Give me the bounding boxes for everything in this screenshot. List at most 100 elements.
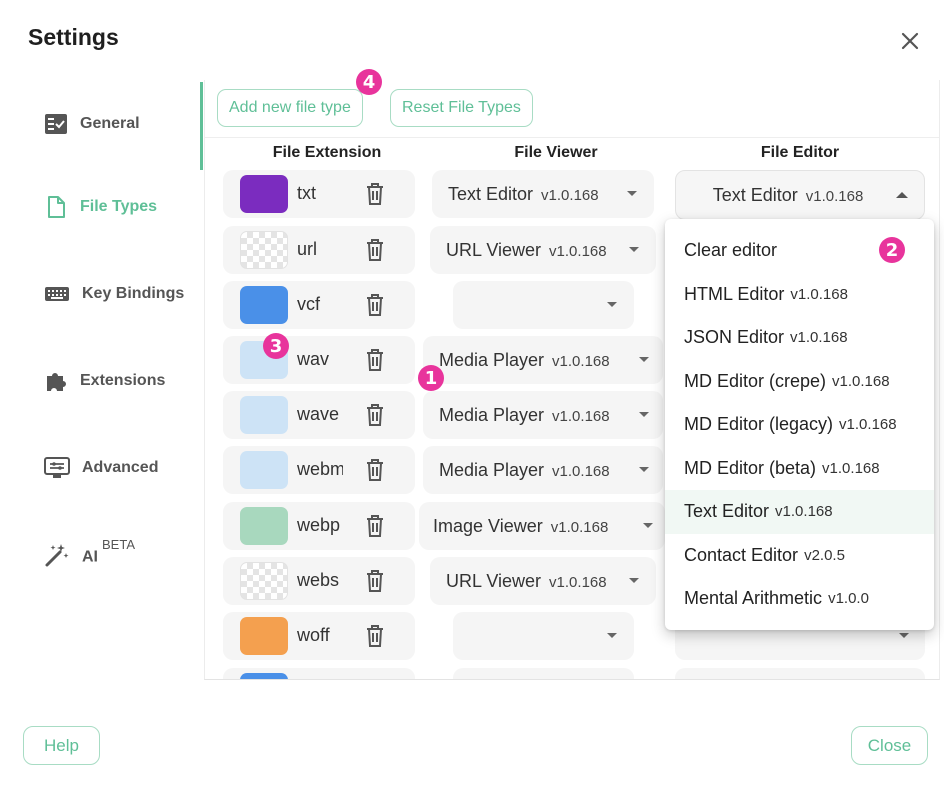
color-swatch[interactable] [240, 396, 288, 434]
trash-icon[interactable] [365, 514, 385, 538]
menu-item-json-editor[interactable]: JSON Editor v1.0.168 [684, 327, 848, 348]
viewer-select[interactable]: Media Player v1.0.168 [423, 391, 663, 439]
viewer-select[interactable]: Text Editor v1.0.168 [432, 170, 654, 218]
editor-dropdown-menu: Clear editor HTML Editor v1.0.168 JSON Ed… [665, 219, 934, 630]
add-file-type-button[interactable]: Add new file type [217, 89, 363, 127]
extension-cell: webm [223, 446, 415, 494]
sidebar-item-label: File Types [80, 197, 158, 215]
active-nav-indicator [200, 82, 203, 170]
sidebar-item-key-bindings[interactable]: Key Bindings [0, 250, 204, 337]
color-swatch[interactable] [240, 673, 288, 679]
chevron-down-icon [627, 191, 637, 196]
extension-name: webm [297, 459, 343, 479]
close-icon[interactable] [896, 27, 924, 55]
extension-cell: webs [223, 557, 415, 605]
extension-name: wave [297, 404, 340, 424]
sidebar-item-ai[interactable]: AIBETA [0, 511, 204, 598]
sidebar-item-label: General [80, 114, 140, 132]
editor-select[interactable] [675, 668, 925, 679]
viewer-select[interactable] [453, 281, 634, 329]
sidebar-item-advanced[interactable]: Advanced [0, 424, 204, 511]
color-swatch[interactable] [240, 507, 288, 545]
extension-name: url [297, 239, 318, 259]
chevron-down-icon [629, 247, 639, 252]
chevron-down-icon [639, 357, 649, 362]
sidebar-item-general[interactable]: General [0, 80, 204, 167]
chevron-down-icon [899, 633, 909, 638]
trash-icon[interactable] [365, 348, 385, 372]
viewer-select[interactable] [453, 612, 634, 660]
chevron-up-icon [896, 192, 908, 198]
extension-name: webp [297, 515, 341, 535]
viewer-select-value: URL Viewer v1.0.168 [446, 239, 607, 260]
extension-cell: wave [223, 391, 415, 439]
sidebar-item-label: Advanced [82, 458, 159, 476]
beta-badge: BETA [102, 536, 135, 552]
puzzle-icon [47, 372, 66, 391]
viewer-select[interactable]: Image Viewer v1.0.168 [419, 502, 665, 550]
menu-item-md-editor-crepe[interactable]: MD Editor (crepe) v1.0.168 [684, 370, 890, 391]
viewer-select[interactable]: URL Viewer v1.0.168 [430, 557, 656, 605]
color-swatch[interactable] [240, 231, 288, 269]
viewer-select-value: URL Viewer v1.0.168 [446, 570, 607, 591]
viewer-select[interactable]: Media Player v1.0.168 [423, 336, 663, 384]
menu-item-text-editor[interactable]: Text Editor v1.0.168 [665, 490, 934, 534]
sidebar-item-file-types[interactable]: File Types [0, 163, 204, 250]
editor-select-value: Text Editor v1.0.168 [712, 184, 864, 205]
table-row: wav Media Player v1.0.168 [223, 336, 933, 384]
table-row: woff [223, 612, 933, 660]
trash-icon[interactable] [365, 624, 385, 648]
color-swatch[interactable] [240, 175, 288, 213]
menu-item-md-editor-legacy[interactable]: MD Editor (legacy) v1.0.168 [684, 414, 897, 435]
chevron-down-icon [607, 633, 617, 638]
menu-item-html-editor[interactable]: HTML Editor v1.0.168 [684, 283, 848, 304]
reset-file-types-button[interactable]: Reset File Types [390, 89, 533, 127]
table-row: txt Text Editor v1.0.168 [223, 170, 933, 218]
trash-icon[interactable] [365, 182, 385, 206]
menu-item-md-editor-beta[interactable]: MD Editor (beta) v1.0.168 [684, 457, 880, 478]
color-swatch[interactable] [240, 617, 288, 655]
trash-icon[interactable] [365, 569, 385, 593]
trash-icon[interactable] [365, 403, 385, 427]
extension-cell: vcf [223, 281, 415, 329]
menu-item-contact-editor[interactable]: Contact Editor v2.0.5 [684, 544, 845, 565]
viewer-select-value: Media Player v1.0.168 [439, 459, 610, 480]
chevron-down-icon [643, 523, 653, 528]
column-header-extension: File Extension [272, 144, 382, 161]
annotation-badge-3: 3 [263, 333, 289, 359]
sidebar-item-label: AIBETA [82, 536, 135, 566]
column-header-editor: File Editor [760, 144, 840, 161]
extension-name: woff [297, 625, 330, 645]
table-row [223, 668, 933, 679]
extension-name: vcf [297, 294, 321, 314]
color-swatch[interactable] [240, 562, 288, 600]
trash-icon[interactable] [365, 458, 385, 482]
extension-cell [223, 668, 415, 679]
extension-cell: woff [223, 612, 415, 660]
viewer-select-value: Text Editor v1.0.168 [448, 183, 599, 204]
panel-toolbar: Add new file type Reset File Types [205, 80, 939, 138]
trash-icon[interactable] [365, 293, 385, 317]
viewer-select[interactable]: URL Viewer v1.0.168 [430, 226, 656, 274]
general-icon [45, 113, 67, 134]
extension-cell: url [223, 226, 415, 274]
menu-item-mental-arithmetic[interactable]: Mental Arithmetic v1.0.0 [684, 588, 869, 609]
trash-icon[interactable] [365, 238, 385, 262]
extension-cell: wav [223, 336, 415, 384]
file-icon [48, 195, 65, 218]
color-swatch[interactable] [240, 286, 288, 324]
viewer-select[interactable]: Media Player v1.0.168 [423, 446, 663, 494]
color-swatch[interactable] [240, 451, 288, 489]
keyboard-icon [45, 286, 69, 301]
table-row: wave Media Player v1.0.168 [223, 391, 933, 439]
sidebar: General File Types Key Bindings [0, 80, 204, 680]
viewer-select[interactable] [453, 668, 634, 679]
viewer-select-value: Media Player v1.0.168 [439, 404, 610, 425]
editor-select-open[interactable]: Text Editor v1.0.168 [675, 170, 925, 220]
close-button[interactable]: Close [851, 726, 928, 765]
viewer-select-value: Media Player v1.0.168 [439, 349, 610, 370]
help-button[interactable]: Help [23, 726, 100, 765]
sidebar-item-extensions[interactable]: Extensions [0, 337, 204, 424]
menu-item-clear-editor[interactable]: Clear editor [684, 240, 778, 261]
extension-name: wav [297, 349, 330, 369]
